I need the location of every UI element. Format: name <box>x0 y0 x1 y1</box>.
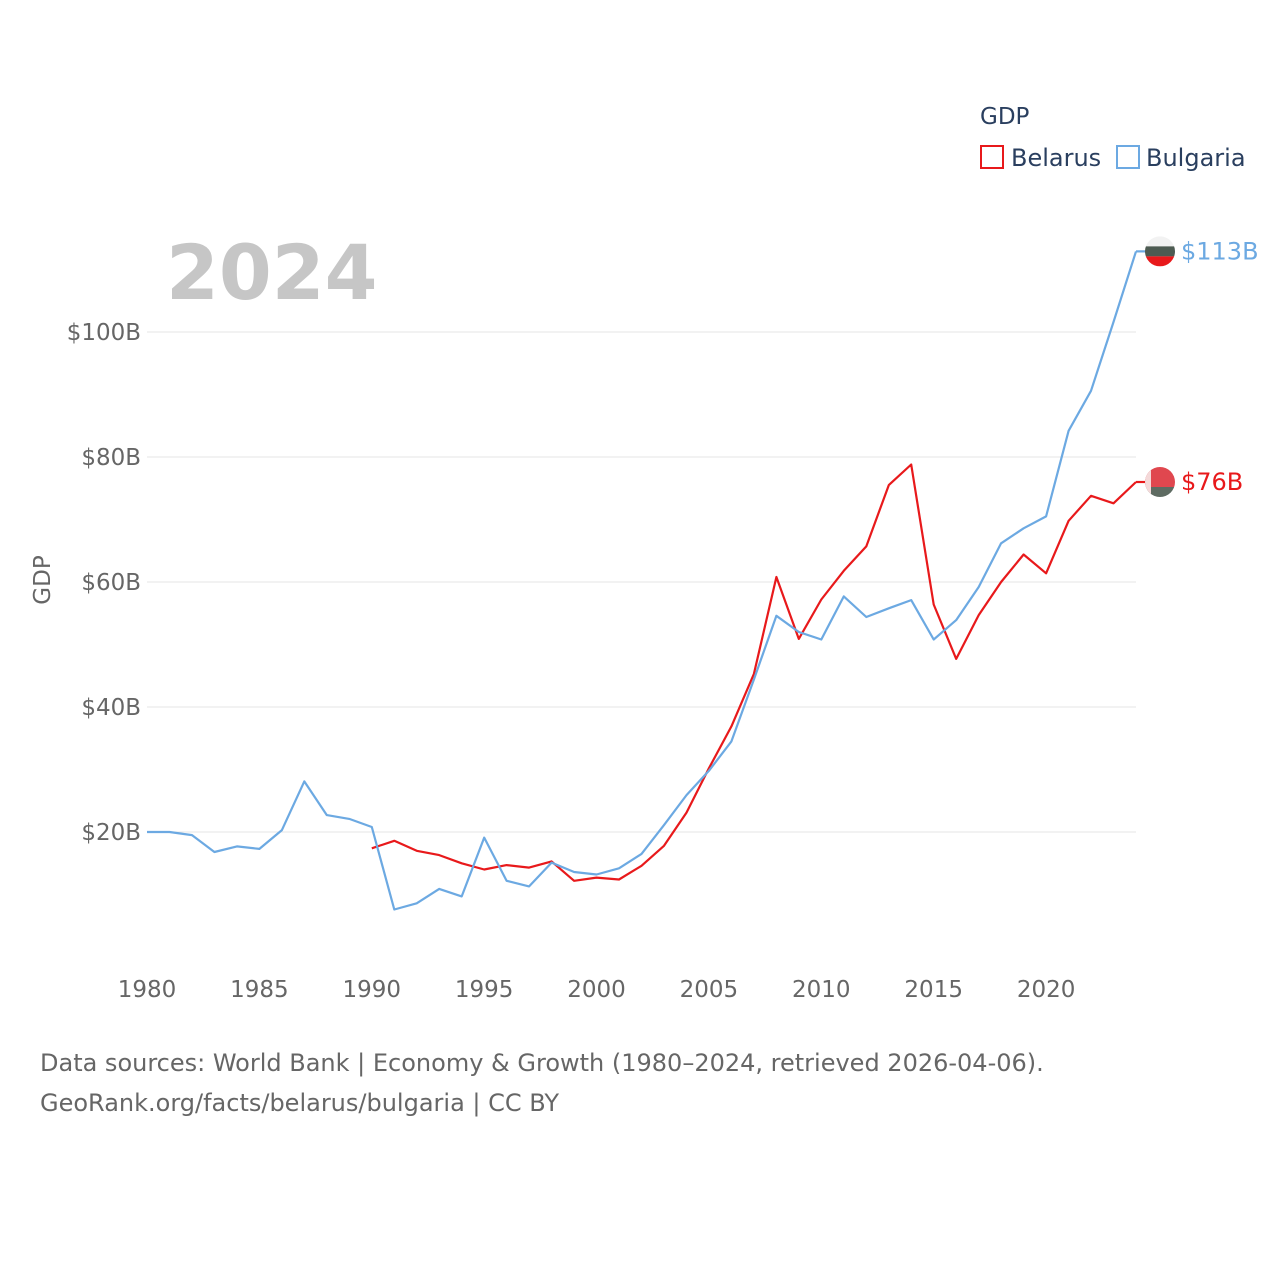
series-lines <box>147 250 1146 911</box>
legend-label-belarus[interactable]: Belarus <box>1011 144 1101 172</box>
series-line-bulgaria[interactable] <box>147 251 1138 911</box>
gridlines <box>147 331 1136 833</box>
flag-marker-bulgaria <box>1145 236 1175 267</box>
x-tick-label: 1980 <box>118 977 177 1003</box>
y-tick-label: $100B <box>67 320 141 346</box>
footer: Data sources: World Bank | Economy & Gro… <box>40 1043 1044 1123</box>
footer-sources: Data sources: World Bank | Economy & Gro… <box>40 1049 1044 1077</box>
x-tick-label: 2005 <box>680 977 739 1003</box>
legend-swatch-bulgaria[interactable] <box>1116 145 1140 169</box>
x-tick-label: 2015 <box>904 977 963 1003</box>
x-tick-label: 2010 <box>792 977 851 1003</box>
x-tick-label: 1990 <box>342 977 401 1003</box>
year-label: 2024 <box>166 228 378 317</box>
end-markers: $76B $113B <box>1145 236 1259 497</box>
gdp-line-chart: 2024 $20B$40B$60B$80B$100B 1980 1985 1990 1… <box>30 104 1259 1003</box>
legend-title: GDP <box>980 104 1030 130</box>
y-axis-ticks: $20B $40B $60B $80B $100B <box>67 320 141 846</box>
y-tick-label: $80B <box>81 445 141 471</box>
end-value-label-belarus: $76B <box>1181 468 1243 496</box>
y-tick-label: $40B <box>81 695 141 721</box>
x-tick-label: 2020 <box>1017 977 1076 1003</box>
y-tick-label: $60B <box>81 570 141 596</box>
legend-label-bulgaria[interactable]: Bulgaria <box>1146 144 1246 172</box>
x-axis-ticks: 1980 1985 1990 1995 2000 2005 2010 2015 2020 <box>118 977 1076 1003</box>
footer-attribution: GeoRank.org/facts/belarus/bulgaria | CC … <box>40 1089 560 1117</box>
x-tick-label: 1995 <box>455 977 514 1003</box>
x-tick-label: 2000 <box>567 977 626 1003</box>
series-line-belarus[interactable] <box>371 463 1137 882</box>
legend-swatch-belarus[interactable] <box>980 145 1004 169</box>
end-value-label-bulgaria: $113B <box>1181 237 1259 265</box>
flag-marker-belarus <box>1145 467 1175 497</box>
y-tick-label: $20B <box>81 820 141 846</box>
x-tick-label: 1985 <box>230 977 289 1003</box>
y-axis-title: GDP <box>30 555 56 605</box>
legend: GDP Belarus Bulgaria <box>980 104 1246 172</box>
